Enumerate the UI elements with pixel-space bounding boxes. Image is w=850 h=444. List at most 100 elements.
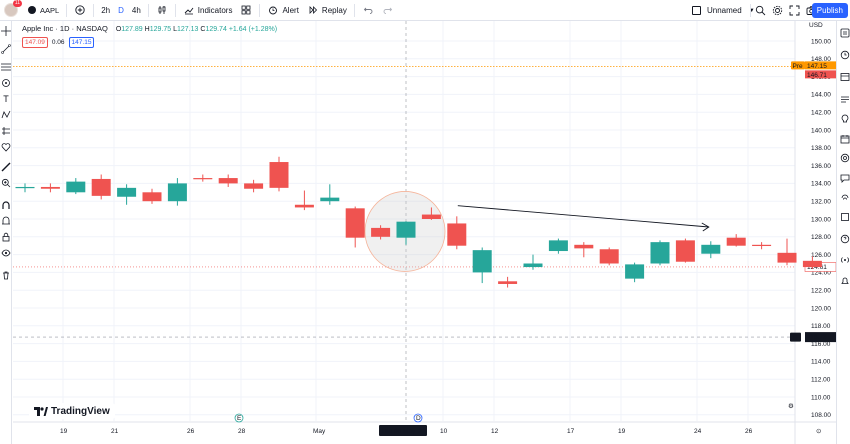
candle-body xyxy=(371,227,391,237)
broadcast-icon[interactable] xyxy=(838,254,850,266)
brush-icon[interactable] xyxy=(0,77,12,89)
lock-icon[interactable] xyxy=(0,231,12,243)
watchlist-icon[interactable] xyxy=(838,27,850,39)
bid-price-button[interactable]: 147.09 xyxy=(22,37,48,48)
price-tick-label: 136.00 xyxy=(811,163,831,170)
replay-button[interactable]: Replay xyxy=(303,0,351,21)
interval-2h[interactable]: 2h xyxy=(97,0,114,21)
candle-body xyxy=(777,252,797,263)
indicators-label: Indicators xyxy=(197,5,233,15)
tradingview-logo: TradingView xyxy=(29,403,115,419)
search-icon[interactable] xyxy=(754,4,766,16)
alert-button[interactable]: Alert xyxy=(263,0,302,21)
crosshair-date-box xyxy=(379,425,427,436)
dividend-event-label: D xyxy=(416,415,421,422)
undo-button[interactable] xyxy=(358,0,378,21)
time-tick-label: 24 xyxy=(694,428,702,435)
notifications-icon[interactable] xyxy=(838,275,850,287)
replay-label: Replay xyxy=(321,5,347,15)
layout-menu[interactable]: Unnamed ▼ xyxy=(692,0,758,21)
prediction-icon[interactable] xyxy=(0,125,12,137)
eye-icon[interactable] xyxy=(0,247,12,259)
price-tick-label: 130.00 xyxy=(811,216,831,223)
candle-body xyxy=(345,208,365,238)
candle-body xyxy=(650,242,670,264)
price-tick-label: 116.00 xyxy=(811,341,831,348)
pre-price-text: 147.15 xyxy=(807,63,827,70)
high-value: 129.75 xyxy=(149,26,172,33)
redo-icon xyxy=(382,4,394,16)
dividend-event-marker xyxy=(413,413,423,423)
candle-body xyxy=(142,192,162,202)
streams-icon[interactable] xyxy=(838,191,850,203)
symbol-search[interactable]: AAPL xyxy=(24,0,63,21)
candle-body xyxy=(396,221,416,238)
alarm-clock-icon xyxy=(267,4,279,16)
candle-body xyxy=(599,249,619,264)
indicators-button[interactable]: Indicators xyxy=(179,0,237,21)
trash-icon[interactable] xyxy=(0,269,12,281)
candles-icon xyxy=(156,4,168,16)
publish-button[interactable]: Publish xyxy=(811,3,848,18)
ideas-icon[interactable] xyxy=(838,113,850,125)
crosshair-price-text: 116.73 xyxy=(807,334,827,341)
candlestick-chart[interactable]: USD150.00148.00146.00144.00142.00140.001… xyxy=(13,21,837,444)
trend-arrow-head xyxy=(701,222,710,232)
ask-price-button[interactable]: 147.15 xyxy=(68,37,95,48)
time-tick-label: 26 xyxy=(187,428,195,435)
divider xyxy=(259,3,261,17)
fib-retracement-icon[interactable] xyxy=(0,61,12,73)
target-icon[interactable] xyxy=(838,152,850,164)
pattern-icon[interactable] xyxy=(0,109,12,121)
templates-button[interactable] xyxy=(236,0,256,21)
data-window-icon[interactable] xyxy=(838,71,850,83)
calendar-icon[interactable] xyxy=(838,133,850,145)
price-tick-label: 110.00 xyxy=(811,394,831,401)
candle-body xyxy=(320,197,340,202)
chart-type-button[interactable] xyxy=(152,0,172,21)
alert-label: Alert xyxy=(282,5,299,15)
interval-label: 4h xyxy=(131,5,141,15)
gear-icon[interactable] xyxy=(771,4,783,16)
magnet-icon[interactable] xyxy=(0,199,12,211)
chart-pane[interactable]: USD150.00148.00146.00144.00142.00140.001… xyxy=(13,21,837,444)
replay-icon xyxy=(307,4,319,16)
price-tick-label: 134.00 xyxy=(811,181,831,188)
interval-4h[interactable]: 4h xyxy=(128,0,145,21)
text-tool-icon[interactable]: T xyxy=(3,94,9,104)
user-avatar[interactable]: 11 xyxy=(4,0,22,17)
zoom-in-icon[interactable] xyxy=(0,177,12,189)
symbol-logo-icon xyxy=(28,6,36,14)
crosshair-price-box xyxy=(805,332,836,343)
chat-icon[interactable] xyxy=(838,172,850,184)
interval-d[interactable]: D xyxy=(114,0,128,21)
earnings-event-marker xyxy=(234,413,244,423)
price-tick-label: 118.00 xyxy=(811,323,831,330)
candle-body xyxy=(167,183,187,202)
crosshair-icon[interactable] xyxy=(0,25,12,37)
price-tick-label: 122.00 xyxy=(811,288,831,295)
right-sidebar xyxy=(836,21,850,444)
candle-body xyxy=(244,183,264,189)
layers-icon[interactable] xyxy=(838,211,850,223)
current-price-text: 124.61 xyxy=(807,264,827,271)
layout-checkbox[interactable] xyxy=(692,6,701,15)
candle-body xyxy=(625,264,645,279)
time-axis-settings-icon: ⊙ xyxy=(816,428,822,435)
alerts-clock-icon[interactable] xyxy=(838,49,850,61)
help-icon[interactable] xyxy=(838,233,850,245)
fullscreen-icon[interactable] xyxy=(788,4,800,16)
favorite-icon[interactable] xyxy=(0,141,12,153)
hotlist-icon[interactable] xyxy=(838,93,850,105)
compare-symbol-button[interactable] xyxy=(70,0,90,21)
high-label: H xyxy=(144,26,150,33)
time-tick-label: 21 xyxy=(111,428,119,435)
redo-button[interactable] xyxy=(378,0,398,21)
trend-line-icon[interactable] xyxy=(0,43,12,55)
candle-body xyxy=(447,223,467,246)
candle-body xyxy=(91,178,111,196)
chart-legend: Apple Inc · 1D · NASDAQ O127.89 H129.75 … xyxy=(22,23,277,48)
ruler-icon[interactable] xyxy=(0,161,12,173)
candle-body xyxy=(294,204,314,208)
stay-drawing-icon[interactable] xyxy=(0,215,12,227)
